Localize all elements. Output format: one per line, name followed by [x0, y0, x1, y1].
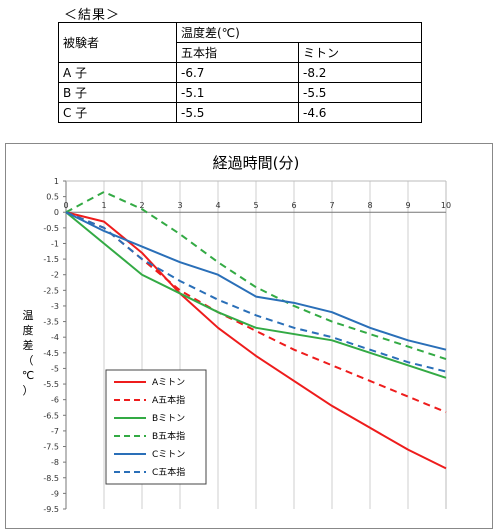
cell-mitten: -8.2: [298, 62, 422, 83]
y-axis-label-char: （: [23, 354, 34, 367]
x-tick-label: 7: [329, 201, 334, 210]
y-axis-label-char: 度: [23, 323, 34, 337]
y-tick-label: -7.5: [43, 443, 59, 452]
y-tick-label: -2.5: [43, 286, 59, 295]
table-row: C 子 -5.5 -4.6: [58, 102, 422, 123]
series-line: [65, 211, 447, 373]
cell-gohon: -6.7: [176, 62, 299, 83]
y-tick-label: -3: [51, 302, 59, 311]
x-tick-label: 10: [441, 201, 451, 210]
y-tick-label: -3.5: [43, 318, 59, 327]
y-tick-label: -9.5: [43, 505, 59, 514]
y-tick-label: -8: [51, 458, 59, 467]
y-tick-label: -2: [51, 271, 59, 280]
legend-label: B五本指: [152, 430, 185, 442]
legend-box: [105, 369, 207, 485]
results-table: 被験者 温度差(℃) 五本指 ミトン A 子 -6.7 -8.2 B 子 -5.…: [58, 22, 422, 123]
cell-mitten: -5.5: [298, 82, 422, 103]
x-tick-label: 5: [253, 201, 258, 210]
x-tick-label: 6: [291, 201, 296, 210]
y-tick-label: 0.5: [46, 193, 59, 202]
y-tick-label: 0: [54, 208, 59, 217]
y-axis-label-char: ℃: [22, 369, 34, 382]
y-tick-label: -5.5: [43, 380, 59, 389]
chart-area: 経過時間(分) 1 0.5 0 -0.5 -1 -1.5 -2 -2.5 -3 -3.5 -4 -4.5…: [5, 143, 493, 529]
legend-label: A五本指: [152, 394, 185, 406]
y-tick-label: -6.5: [43, 411, 59, 420]
cell-subject: C 子: [58, 102, 177, 123]
legend-label: Aミトン: [152, 378, 185, 388]
cell-subject: A 子: [58, 62, 177, 83]
x-tick-label: 3: [177, 201, 182, 210]
x-tick-label: 2: [139, 201, 144, 210]
legend-label: Cミトン: [152, 450, 185, 460]
x-tick-label: 8: [367, 201, 372, 210]
x-tick-label: 4: [215, 201, 220, 210]
x-tick-label: 1: [101, 201, 106, 210]
cell-gohon: -5.1: [176, 82, 299, 103]
y-tick-label: -4.5: [43, 349, 59, 358]
cell-gohon: -5.5: [176, 102, 299, 123]
legend-label: C五本指: [152, 466, 185, 478]
y-tick-label: -4: [51, 333, 59, 342]
table-row: B 子 -5.1 -5.5: [58, 82, 422, 103]
y-tick-label: 1: [54, 177, 59, 186]
y-tick-label: -7: [51, 427, 59, 436]
header-temp-diff: 温度差(℃): [176, 22, 422, 43]
x-tick-label: 0: [63, 201, 68, 210]
x-tick-label: 9: [405, 201, 410, 210]
header-subject: 被験者: [58, 22, 177, 63]
y-tick-label: -9: [51, 489, 59, 498]
y-axis-label-char: 差: [23, 338, 34, 352]
y-axis-label-char: ）: [23, 384, 34, 397]
table-header-row: 被験者 温度差(℃): [58, 22, 422, 63]
line-chart: 経過時間(分) 1 0.5 0 -0.5 -1 -1.5 -2 -2.5 -3 -3.5 -4 -4.5…: [22, 154, 451, 514]
table-row: A 子 -6.7 -8.2: [58, 62, 422, 83]
y-axis-label-char: 温: [23, 309, 34, 322]
header-gohon: 五本指: [176, 42, 299, 63]
series-line: [65, 211, 447, 379]
y-tick-label: -1.5: [43, 255, 59, 264]
y-tick-label: -8.5: [43, 474, 59, 483]
cell-subject: B 子: [58, 82, 177, 103]
chart-title: 経過時間(分): [213, 154, 300, 172]
header-mitten: ミトン: [298, 42, 422, 63]
results-heading: ＜結果＞: [64, 8, 121, 23]
series-line: [65, 211, 447, 351]
legend-label: Bミトン: [152, 414, 185, 424]
cell-mitten: -4.6: [298, 102, 422, 123]
y-tick-label: -6: [51, 396, 59, 405]
y-tick-label: -0.5: [43, 224, 59, 233]
y-tick-label: -1: [51, 239, 59, 248]
y-tick-label: -5: [51, 364, 59, 373]
